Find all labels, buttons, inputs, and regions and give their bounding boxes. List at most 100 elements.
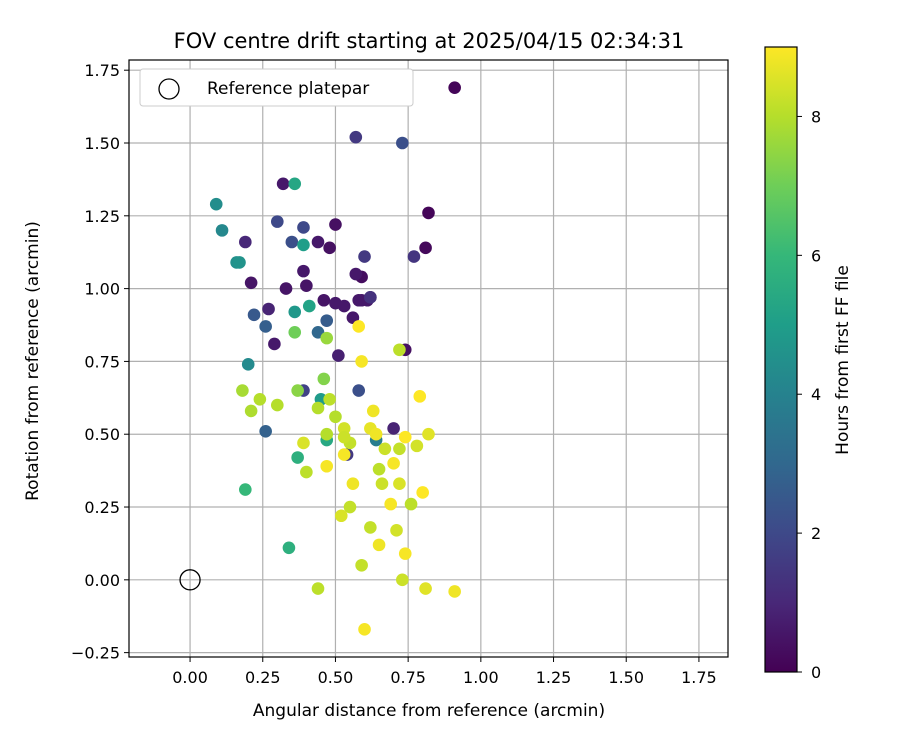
data-point xyxy=(297,436,310,450)
y-tick-label: 1.00 xyxy=(84,280,120,299)
y-tick-label: 0.25 xyxy=(84,498,120,517)
data-point xyxy=(300,465,313,479)
data-point xyxy=(270,398,284,412)
data-point xyxy=(422,427,435,441)
data-point xyxy=(311,401,325,415)
data-point xyxy=(276,177,290,191)
chart-title: FOV centre drift starting at 2025/04/15 … xyxy=(174,29,685,53)
data-point xyxy=(448,585,461,598)
data-point xyxy=(268,337,281,351)
data-point xyxy=(332,349,345,362)
data-point xyxy=(285,235,299,249)
data-point xyxy=(410,439,424,453)
data-point xyxy=(291,451,304,464)
y-tick-label: 0.75 xyxy=(84,352,120,371)
legend-box xyxy=(139,68,414,107)
data-point xyxy=(372,538,386,552)
data-point xyxy=(375,477,389,491)
data-point xyxy=(398,547,412,560)
x-tick-label: 1.25 xyxy=(536,668,572,687)
data-point xyxy=(387,422,400,435)
data-point xyxy=(317,293,331,307)
data-point xyxy=(209,197,223,211)
data-point xyxy=(364,291,377,304)
data-point xyxy=(320,459,334,473)
data-point xyxy=(384,497,397,511)
data-point xyxy=(419,582,432,595)
data-point xyxy=(320,331,334,345)
data-point xyxy=(244,404,258,418)
data-point xyxy=(337,299,351,313)
data-point xyxy=(390,524,403,537)
data-point xyxy=(329,218,342,231)
x-axis-ticks: 0.00 0.25 0.50 0.75 1.00 1.25 1.50 1.75 xyxy=(172,657,717,687)
data-point xyxy=(387,457,400,470)
data-point xyxy=(393,477,406,491)
data-point xyxy=(297,264,310,278)
data-point xyxy=(279,282,293,295)
scatter-points xyxy=(179,81,461,636)
data-point xyxy=(215,224,229,237)
y-tick-label: 1.75 xyxy=(84,61,120,80)
x-tick-label: 1.75 xyxy=(681,668,717,687)
x-tick-label: 0.00 xyxy=(172,668,208,687)
grid xyxy=(129,60,728,657)
data-point xyxy=(239,235,252,249)
data-point xyxy=(422,206,435,220)
data-point xyxy=(302,299,316,313)
data-point xyxy=(262,302,275,316)
y-tick-label: −0.25 xyxy=(71,644,120,663)
colorbar-label: Hours from first FF file xyxy=(833,265,853,455)
data-point xyxy=(300,279,313,292)
data-point xyxy=(352,384,366,397)
data-point xyxy=(337,430,351,444)
data-point xyxy=(253,392,267,406)
data-point xyxy=(398,430,412,444)
y-tick-label: 1.50 xyxy=(84,134,120,153)
data-point xyxy=(291,384,304,397)
data-point xyxy=(259,320,272,333)
data-point xyxy=(349,267,363,281)
colorbar-tick-label: 6 xyxy=(811,246,821,265)
data-point xyxy=(247,308,261,322)
data-point xyxy=(416,486,429,499)
data-point xyxy=(317,372,331,386)
legend: Reference platepar xyxy=(139,68,414,107)
legend-label-reference: Reference platepar xyxy=(207,79,369,99)
data-point xyxy=(419,241,432,255)
data-point xyxy=(337,422,351,435)
data-point xyxy=(358,250,371,263)
data-point xyxy=(404,497,418,511)
plot-area xyxy=(128,59,729,658)
data-point xyxy=(236,384,249,397)
y-tick-label: 1.25 xyxy=(84,207,120,226)
data-point xyxy=(393,343,406,357)
reference-platepar-marker xyxy=(179,569,201,591)
data-point xyxy=(413,390,427,403)
data-point xyxy=(288,177,302,191)
data-point xyxy=(352,293,366,307)
colorbar-tick-label: 0 xyxy=(811,663,821,682)
data-point xyxy=(366,404,380,418)
y-axis-label: Rotation from reference (arcmin) xyxy=(23,221,43,501)
x-tick-label: 0.50 xyxy=(318,668,354,687)
data-point xyxy=(349,130,363,144)
data-point xyxy=(358,623,371,636)
data-point xyxy=(352,320,366,333)
data-point xyxy=(270,215,284,228)
data-point xyxy=(323,392,336,406)
y-tick-label: 0.50 xyxy=(84,425,120,444)
y-axis-ticks: −0.25 0.00 0.25 0.50 0.75 1.00 1.25 1.50 1.75 xyxy=(71,61,129,663)
x-tick-label: 1.00 xyxy=(463,668,499,687)
colorbar-tick-label: 2 xyxy=(811,524,821,543)
data-point xyxy=(355,558,368,572)
data-point xyxy=(282,541,296,555)
data-point xyxy=(396,573,409,587)
data-point xyxy=(320,314,334,327)
colorbar-tick-label: 4 xyxy=(811,385,821,404)
data-point xyxy=(288,325,302,339)
data-point xyxy=(297,221,310,234)
data-point xyxy=(355,355,368,368)
data-point xyxy=(369,427,383,441)
